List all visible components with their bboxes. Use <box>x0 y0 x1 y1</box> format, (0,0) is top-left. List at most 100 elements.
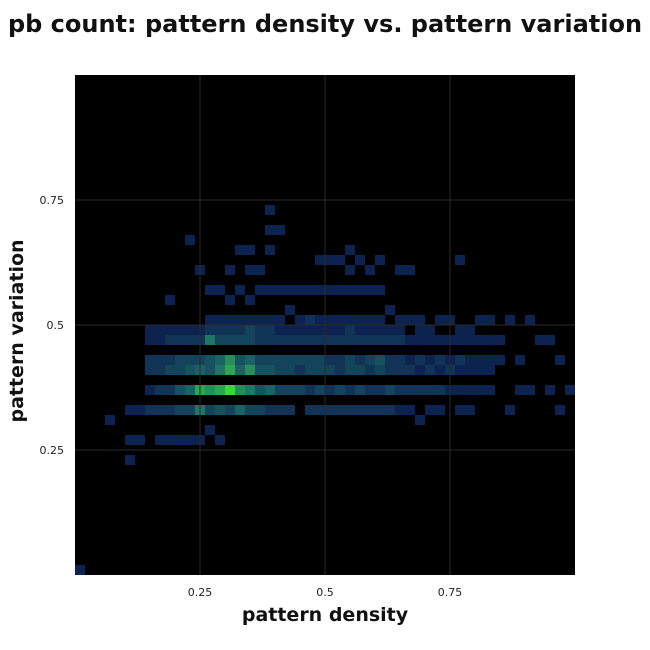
heatmap-cell <box>415 315 425 325</box>
heatmap-cell <box>245 325 255 335</box>
heatmap-cell <box>285 335 295 345</box>
heatmap-cell <box>135 435 145 445</box>
heatmap-cell <box>235 385 245 395</box>
heatmap-cell <box>545 335 555 345</box>
heatmap-cell <box>345 385 355 395</box>
heatmap-cell <box>145 405 155 415</box>
heatmap-cell <box>505 405 515 415</box>
heatmap-cell <box>395 265 405 275</box>
heatmap-cell <box>335 325 345 335</box>
heatmap-cell <box>435 335 445 345</box>
heatmap-cell <box>215 325 225 335</box>
heatmap-cell <box>255 405 265 415</box>
heatmap-cell <box>265 225 275 235</box>
heatmap-cell <box>365 365 375 375</box>
heatmap-cell <box>375 285 385 295</box>
heatmap-cell <box>275 385 285 395</box>
heatmap-cell <box>335 335 345 345</box>
heatmap-cell <box>305 335 315 345</box>
heatmap-cell <box>355 285 365 295</box>
heatmap-cell <box>315 315 325 325</box>
heatmap-cell <box>275 225 285 235</box>
heatmap-cell <box>205 315 215 325</box>
heatmap-cell <box>435 385 445 395</box>
heatmap-cell <box>235 365 245 375</box>
heatmap-cell <box>435 405 445 415</box>
heatmap-cell <box>395 325 405 335</box>
heatmap-cell <box>275 355 285 365</box>
heatmap-cell <box>305 325 315 335</box>
heatmap-cell <box>565 385 575 395</box>
heatmap-cell <box>345 355 355 365</box>
y-tick-label: 0.25 <box>40 444 65 457</box>
heatmap-cell <box>185 435 195 445</box>
heatmap-cell <box>205 425 215 435</box>
heatmap-cell <box>175 365 185 375</box>
heatmap-cell <box>345 335 355 345</box>
heatmap-cell <box>185 325 195 335</box>
heatmap-cell <box>405 355 415 365</box>
heatmap-cell <box>215 365 225 375</box>
heatmap-cell <box>175 435 185 445</box>
heatmap-cell <box>285 405 295 415</box>
x-tick-label: 0.25 <box>188 586 213 599</box>
heatmap-cell <box>405 365 415 375</box>
heatmap-cell <box>275 405 285 415</box>
heatmap-cell <box>495 355 505 365</box>
heatmap-cell <box>395 405 405 415</box>
heatmap-cell <box>165 435 175 445</box>
heatmap-cell <box>335 285 345 295</box>
heatmap-cell <box>405 265 415 275</box>
heatmap-cell <box>365 315 375 325</box>
heatmap-cell <box>315 285 325 295</box>
heatmap-cell <box>295 315 305 325</box>
heatmap-cell <box>455 355 465 365</box>
heatmap-cell <box>215 435 225 445</box>
heatmap-cell <box>185 405 195 415</box>
heatmap-cell <box>465 385 475 395</box>
heatmap-cell <box>235 335 245 345</box>
heatmap-cell <box>305 365 315 375</box>
heatmap-cell <box>105 415 115 425</box>
heatmap-cell <box>455 365 465 375</box>
heatmap-cell <box>285 385 295 395</box>
heatmap-cell <box>365 385 375 395</box>
y-axis-ticks: 0.25 0.5 0.75 <box>40 194 65 457</box>
heatmap-cell <box>175 355 185 365</box>
heatmap-cell <box>235 245 245 255</box>
heatmap-cell <box>165 355 175 365</box>
heatmap-cell <box>175 325 185 335</box>
heatmap-cell <box>295 365 305 375</box>
heatmap-cell <box>335 365 345 375</box>
heatmap-cell <box>265 365 275 375</box>
heatmap-cell <box>255 385 265 395</box>
heatmap-cell <box>485 385 495 395</box>
heatmap-cell <box>255 355 265 365</box>
heatmap-cell <box>215 335 225 345</box>
heatmap-cell <box>355 315 365 325</box>
heatmap-cell <box>75 565 85 575</box>
grid-lines <box>75 75 575 575</box>
heatmap-cell <box>465 335 475 345</box>
heatmap-cell <box>265 315 275 325</box>
heatmap-cell <box>365 325 375 335</box>
heatmap-cell <box>155 405 165 415</box>
heatmap-cell <box>475 315 485 325</box>
heatmap-cell <box>185 335 195 345</box>
heatmap-cell <box>265 335 275 345</box>
heatmap-cell <box>245 405 255 415</box>
heatmap-cell <box>455 405 465 415</box>
heatmap-cell <box>425 335 435 345</box>
heatmap-cell <box>515 355 525 365</box>
heatmap-cell <box>355 255 365 265</box>
heatmap-cell <box>225 295 235 305</box>
heatmap-cell <box>405 335 415 345</box>
heatmap-cell <box>225 315 235 325</box>
heatmap-cell <box>315 405 325 415</box>
heatmap-cell <box>155 365 165 375</box>
heatmap-cell <box>415 325 425 335</box>
heatmap-cell <box>465 325 475 335</box>
heatmap-cell <box>395 335 405 345</box>
heatmap-cell <box>225 385 235 395</box>
heatmap-cell <box>295 285 305 295</box>
